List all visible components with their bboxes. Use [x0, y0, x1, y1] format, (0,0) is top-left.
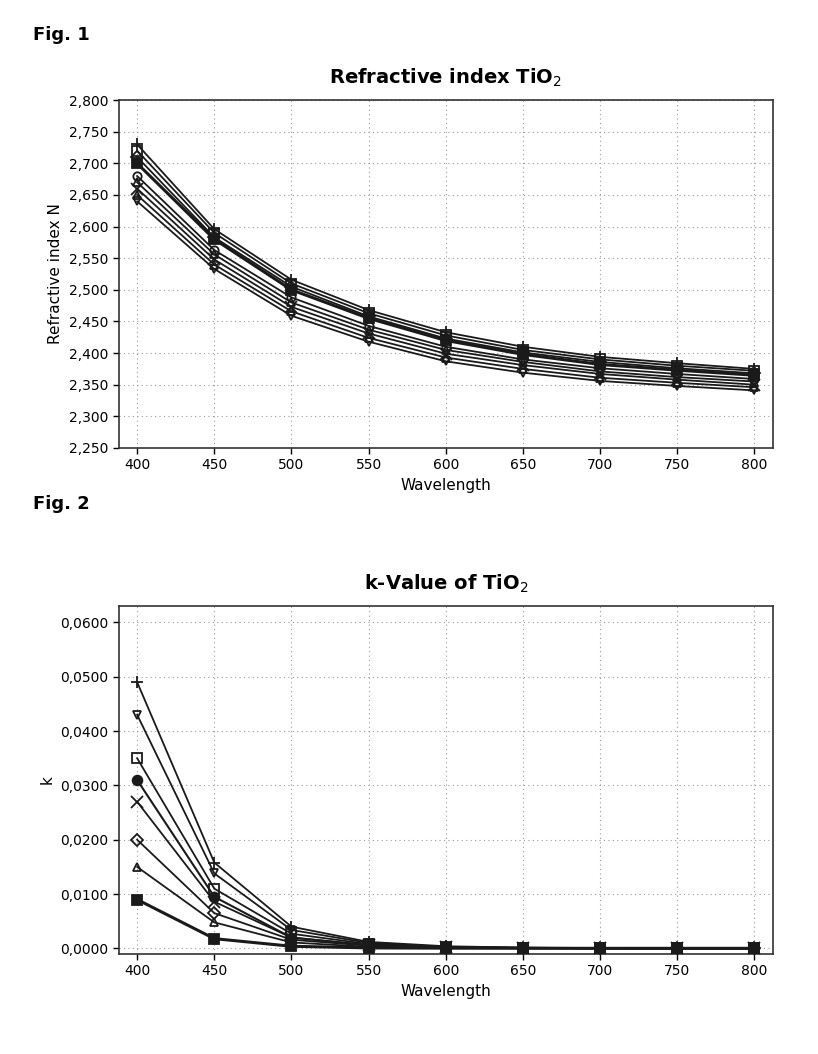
Y-axis label: k: k	[39, 776, 54, 784]
X-axis label: Wavelength: Wavelength	[401, 983, 491, 999]
Y-axis label: Refractive index N: Refractive index N	[48, 203, 63, 345]
X-axis label: Wavelength: Wavelength	[401, 477, 491, 493]
Text: Fig. 2: Fig. 2	[33, 495, 89, 513]
Title: k-Value of TiO$_2$: k-Value of TiO$_2$	[363, 572, 528, 594]
Title: Refractive index TiO$_2$: Refractive index TiO$_2$	[330, 66, 562, 89]
Text: Fig. 1: Fig. 1	[33, 26, 89, 44]
